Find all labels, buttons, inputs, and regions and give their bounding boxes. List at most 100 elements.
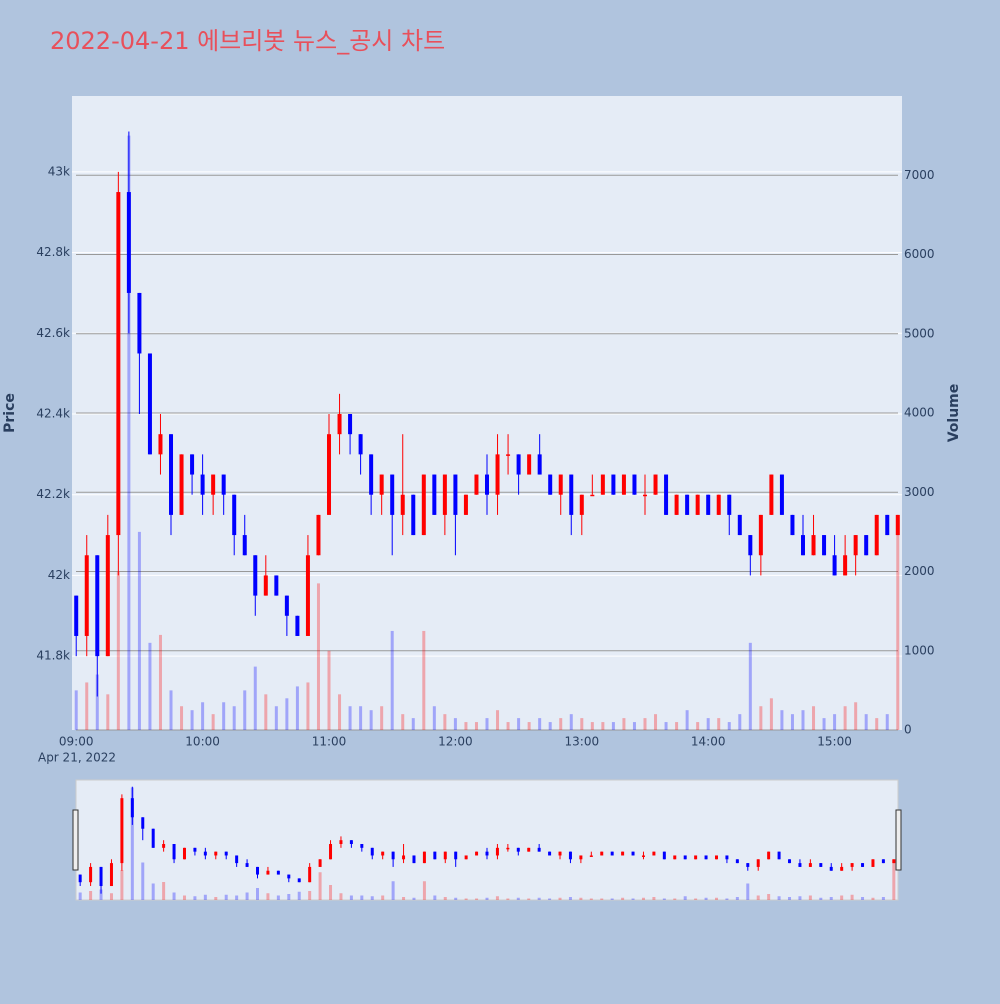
y2-tick-label: 6000 [904,247,935,261]
volume-bar [369,710,373,730]
volume-bar [316,583,320,730]
slider-handle[interactable] [72,809,79,871]
slider-candle-body [370,847,374,856]
slider-candle-body [329,844,333,860]
volume-bar [727,722,731,730]
slider-candle-body [443,851,447,860]
y2-tick-label: 4000 [904,406,935,420]
volume-bar [706,718,710,730]
volume-bar [137,531,141,730]
candle-body [769,474,774,515]
volume-bar [854,702,858,730]
candle-body [642,494,647,497]
x-tick-label: 09:00 [59,735,94,749]
candle-body [200,474,205,495]
volume-bar [875,718,879,730]
volume-bar [517,718,521,730]
x-tick-label: 14:00 [691,735,726,749]
slider-volume-bar [871,897,875,900]
slider-candle-body [464,855,468,860]
volume-bar [769,698,773,730]
volume-bar [759,706,763,730]
slider-volume-bar [391,881,395,900]
slider-candle-body [151,828,155,848]
candle-body [685,494,690,515]
volume-bar [422,630,426,730]
volume-bar [496,710,500,730]
slider-volume-bar [287,894,291,900]
slider-candle-body [266,870,270,875]
slider-volume-bar [683,896,687,900]
slider-candle-body [641,855,645,857]
candle-body [105,535,110,657]
candle-body [885,514,890,536]
slider-candle-body [193,847,197,852]
candle-body [232,494,237,536]
slider-volume-bar [99,889,103,900]
slider-volume-bar [537,897,541,900]
volume-bar [864,714,868,730]
x-tick-label: 11:00 [312,735,347,749]
slider-volume-bar [203,894,207,900]
slider-handle[interactable] [895,809,902,871]
slider-volume-bar [141,862,145,900]
slider-candle-body [276,870,280,875]
slider-volume-bar [506,898,510,900]
slider-candle-body [89,866,93,883]
volume-bar [432,706,436,730]
candle-body [474,474,479,495]
slider-volume-bar [318,872,322,900]
slider-candle-body [78,874,82,883]
candle-body [126,192,131,293]
slider-volume-bar [808,895,812,900]
candle-body [432,474,437,515]
candle-body [653,474,658,495]
slider-volume-bar [861,897,865,900]
volume-bar [527,722,531,730]
slider-volume-bar [662,898,666,900]
slider-candle-body [548,851,552,856]
slider-candle-body [621,851,625,856]
candle-body [116,192,121,536]
slider-candle-body [485,851,489,856]
slider-candle-body [558,851,562,856]
volume-bar [717,718,721,730]
candle-body [305,555,310,636]
volume-bar [801,710,805,730]
chart-title: 2022-04-21 에브리봇 뉴스_공시 차트 [50,27,445,55]
slider-candle-body [381,851,385,856]
slider-volume-bar [475,898,479,900]
volume-bar [74,690,78,730]
candle-body [600,474,605,495]
slider-volume-bar [276,895,280,900]
slider-candle-body [422,851,426,864]
slider-candle-body [871,859,875,867]
y2-tick-label: 1000 [904,643,935,657]
candle-body [358,434,363,455]
volume-bar [401,714,405,730]
slider-candle-body [777,851,781,860]
candle-body [169,434,174,515]
slider-candle-body [109,863,113,887]
volume-bar [106,694,110,730]
volume-bar [264,694,268,730]
slider-candle-body [297,878,301,883]
slider-volume-bar [881,897,885,900]
volume-bar [675,722,679,730]
slider-volume-bar [172,892,176,900]
candle-body [874,514,879,556]
candle-body [811,535,816,556]
slider-volume-bar [370,896,374,900]
slider-candle-body [454,851,458,860]
candle-body [495,454,500,495]
slider-candle-body [433,851,437,860]
slider-volume-bar [109,893,113,900]
slider-volume-bar [297,891,301,900]
volume-bar [348,706,352,730]
candle-body [674,494,679,515]
range-slider[interactable] [75,779,899,901]
candle-body [211,474,216,495]
slider-volume-bar [454,897,458,900]
slider-volume-bar [798,896,802,900]
